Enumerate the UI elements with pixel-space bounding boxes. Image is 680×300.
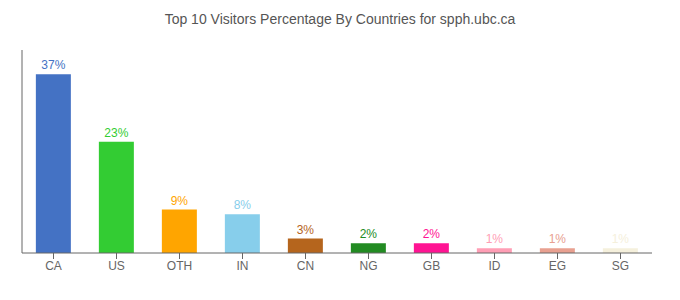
svg-text:8%: 8% (234, 198, 252, 212)
svg-text:3%: 3% (297, 223, 315, 237)
svg-text:9%: 9% (171, 194, 189, 208)
svg-text:IN: IN (237, 259, 249, 273)
svg-text:US: US (108, 259, 125, 273)
html-text:Top 10 Visitors Percentage By: Top 10 Visitors Percentage By Countries … (164, 11, 516, 27)
svg-text:1%: 1% (486, 232, 504, 246)
svg-text:GB: GB (423, 259, 440, 273)
svg-text:CA: CA (45, 259, 62, 273)
svg-text:SG: SG (612, 259, 629, 273)
svg-text:EG: EG (549, 259, 566, 273)
svg-text:2%: 2% (423, 227, 441, 241)
svg-text:2%: 2% (360, 227, 378, 241)
svg-text:1%: 1% (612, 232, 630, 246)
svg-text:23%: 23% (104, 126, 128, 140)
svg-text:OTH: OTH (167, 259, 192, 273)
svg-text:CN: CN (297, 259, 314, 273)
svg-text:1%: 1% (549, 232, 567, 246)
svg-text:NG: NG (360, 259, 378, 273)
svg-text:37%: 37% (41, 58, 65, 72)
svg-text:ID: ID (489, 259, 501, 273)
